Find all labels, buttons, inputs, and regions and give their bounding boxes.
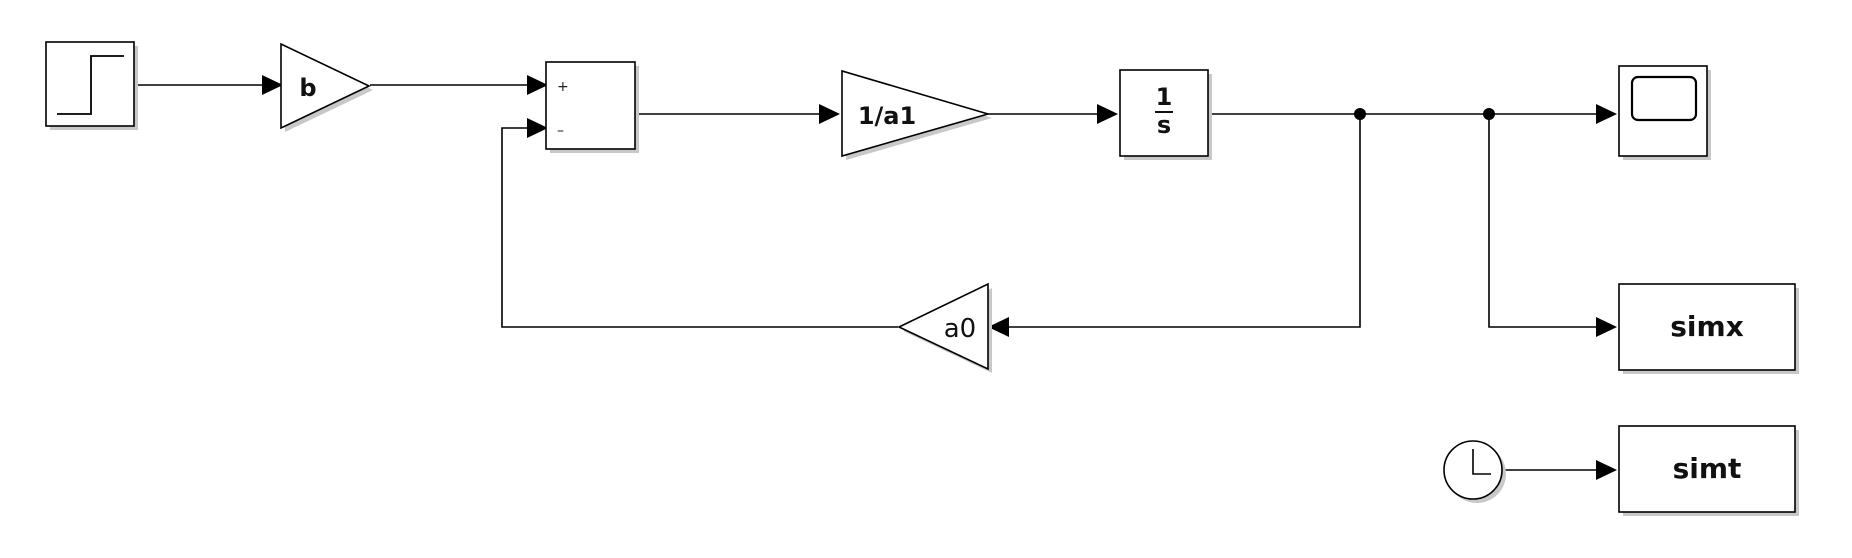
integrator-denominator: s bbox=[1157, 111, 1171, 139]
line-branch-to-simx[interactable] bbox=[1488, 114, 1598, 328]
clock-block[interactable] bbox=[1443, 440, 1506, 503]
gain-b-label: b bbox=[299, 74, 316, 102]
line-branch-to-gain-a0[interactable] bbox=[1008, 114, 1361, 328]
clock-hands bbox=[1472, 449, 1491, 475]
scope-block[interactable] bbox=[1618, 65, 1711, 160]
simx-label: simx bbox=[1670, 310, 1744, 343]
simx-block[interactable]: simx bbox=[1618, 283, 1799, 374]
step-icon bbox=[57, 55, 124, 115]
gain-a1-label: 1/a1 bbox=[858, 102, 916, 130]
arrow-branch-to-gain-a0 bbox=[988, 317, 1009, 337]
gain-a0-block[interactable]: a0 bbox=[897, 282, 992, 373]
arrow-gain-a0-to-sum bbox=[527, 118, 548, 138]
arrow-clock-to-simt bbox=[1596, 460, 1617, 480]
step-block[interactable] bbox=[45, 41, 138, 130]
gain-a0-label: a0 bbox=[944, 314, 976, 344]
signal-lines bbox=[136, 75, 1617, 480]
arrow-integrator-to-scope bbox=[1596, 104, 1617, 124]
arrow-sum-to-gain-a1 bbox=[819, 104, 840, 124]
integrator-numerator: 1 bbox=[1156, 83, 1173, 111]
line-gain-a0-to-sum[interactable] bbox=[501, 127, 898, 328]
arrow-branch-to-simx bbox=[1596, 317, 1617, 337]
arrow-step-to-gain-b bbox=[262, 75, 283, 95]
integrator-block[interactable]: 1 s bbox=[1119, 69, 1212, 160]
sum-minus-sign: – bbox=[557, 123, 564, 139]
sum-block[interactable]: + – bbox=[545, 61, 639, 153]
simt-block[interactable]: simt bbox=[1618, 425, 1799, 516]
gain-b-block[interactable]: b bbox=[280, 42, 373, 132]
sum-plus-sign: + bbox=[557, 79, 569, 95]
gain-a1-block[interactable]: 1/a1 bbox=[841, 69, 992, 160]
branch-point-1[interactable] bbox=[1354, 108, 1366, 120]
simt-label: simt bbox=[1673, 452, 1742, 485]
scope-icon bbox=[1630, 75, 1698, 122]
arrow-gain-b-to-sum bbox=[527, 75, 548, 95]
arrow-gain-a1-to-integrator bbox=[1097, 104, 1118, 124]
branch-point-2[interactable] bbox=[1483, 108, 1495, 120]
